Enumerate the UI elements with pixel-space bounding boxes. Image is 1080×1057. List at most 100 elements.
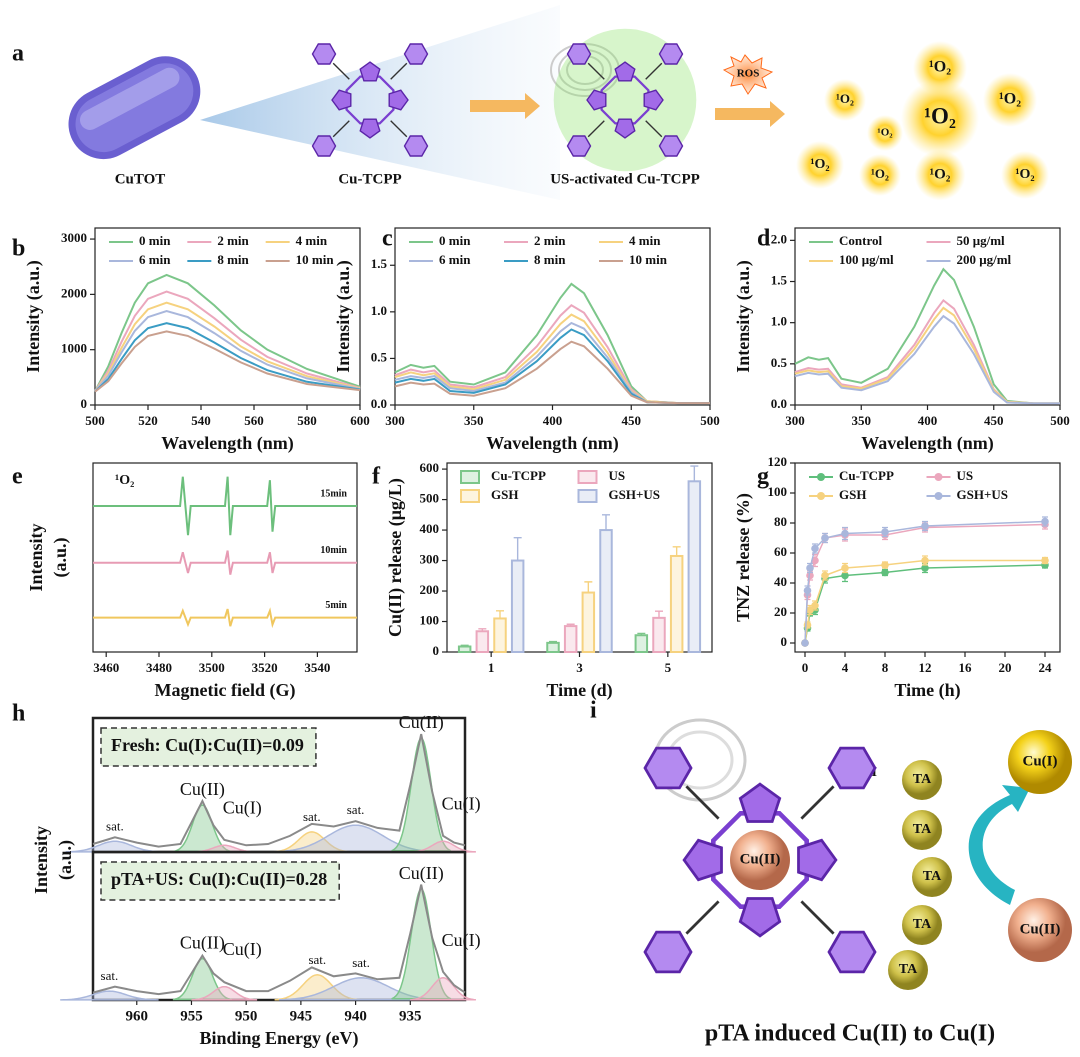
phenyl	[403, 135, 429, 157]
y-tick-label: 0.0	[771, 396, 787, 411]
panel-letter: d	[757, 226, 771, 252]
x-tick-label: 960	[126, 1008, 149, 1024]
phenyl	[566, 43, 592, 65]
legend-label: 8 min	[534, 252, 566, 267]
x-tick-label: 940	[344, 1008, 367, 1024]
x-tick-label: 500	[700, 413, 720, 428]
data-point	[921, 522, 929, 530]
y-axis-label: (a.u.)	[50, 537, 71, 577]
error-bar	[566, 623, 575, 627]
x-tick-label: 3	[576, 660, 583, 675]
x-tick-label: 955	[180, 1008, 203, 1024]
product-label: ¹O₂	[924, 103, 956, 128]
x-tick-label: 450	[984, 413, 1004, 428]
legend-label: US	[609, 468, 626, 483]
y-axis-label: Intensity (a.u.)	[333, 260, 354, 373]
error-bar	[584, 581, 593, 593]
fit-peak	[65, 840, 165, 853]
x-tick-label: 300	[385, 413, 405, 428]
x-tick-label: 5	[665, 660, 672, 675]
error-bar	[672, 546, 681, 556]
data-point	[881, 561, 889, 569]
y-tick-label: 0	[433, 643, 440, 658]
pyrrole	[388, 89, 409, 111]
legend-label: 0 min	[139, 233, 171, 248]
bond	[587, 62, 605, 80]
y-tick-label: 1.5	[771, 272, 788, 287]
legend-label: 2 min	[534, 233, 566, 248]
panel-letter: f	[372, 464, 381, 490]
bar	[581, 591, 596, 654]
product-label: ¹O₂	[810, 157, 829, 172]
plot-frame	[94, 227, 361, 406]
data-line	[93, 550, 357, 575]
panel-i: i OH HO HO Cu(I) Cu(II) pTA induced Cu(I…	[590, 698, 1072, 1047]
peak-label: sat.	[352, 955, 370, 970]
bar	[457, 645, 472, 653]
data-line	[94, 322, 361, 393]
porphyrin	[553, 28, 697, 172]
pyrrole	[738, 897, 782, 938]
legend-label: 0 min	[439, 233, 471, 248]
singlet-oxygen-glow	[983, 73, 1037, 127]
phenyl	[658, 43, 684, 65]
ta-label: TA	[923, 869, 942, 884]
chart-panel: c 0.0 0.5 1.0 1.5 300 350 400 450 500 Wavelength (…	[333, 226, 720, 455]
fit-peak	[191, 985, 258, 1001]
y-tick-label: 3000	[61, 230, 87, 245]
data-line	[804, 520, 1046, 644]
y-tick-label: 0.5	[371, 349, 388, 364]
y-tick-label: 1.5	[371, 256, 388, 271]
bar	[493, 617, 507, 653]
ultrasound-beam	[200, 5, 560, 200]
legend-label: GSH+US	[957, 487, 1008, 502]
error-bar	[602, 514, 610, 531]
data-line	[794, 314, 1060, 405]
bond	[800, 785, 835, 820]
bond	[645, 62, 663, 80]
x-axis-label: Wavelength (nm)	[861, 433, 994, 454]
legend-swatch	[577, 470, 598, 484]
x-axis-label: Wavelength (nm)	[486, 433, 619, 454]
data-point	[806, 571, 814, 580]
data-line	[794, 267, 1060, 405]
error-bar	[655, 610, 663, 618]
pyrrole	[738, 782, 782, 823]
peak-label: Cu(II)	[399, 712, 444, 733]
data-line	[394, 321, 710, 405]
y-tick-label: 0.0	[371, 396, 387, 411]
data-point	[803, 586, 812, 595]
product-label: ¹O₂	[877, 127, 893, 139]
legend-swatch	[460, 489, 480, 503]
phenyl	[566, 135, 592, 157]
phenyl	[403, 43, 429, 65]
product-label: ¹O₂	[871, 166, 889, 181]
peak-label: Cu(II)	[180, 933, 225, 954]
legend-marker	[817, 492, 825, 500]
peak-label: Cu(I)	[223, 939, 262, 960]
center-label: Cu(II)	[740, 851, 781, 867]
data-point	[821, 571, 829, 580]
legend-label: GSH+US	[609, 487, 660, 502]
phenyl	[643, 746, 693, 790]
bar	[634, 634, 649, 654]
chart-panel: f 0 100 200 300 400 500 600 Time (d) Cu(II) relea…	[372, 460, 713, 701]
chart-panel: 960 955 950 945 940 935 Binding Energy (eV) Int…	[31, 826, 480, 1049]
phenyl	[827, 930, 877, 974]
legend-label: 100 μg/ml	[839, 252, 894, 267]
cu-i-sphere	[1008, 730, 1072, 794]
y-tick-label: 200	[420, 582, 440, 597]
y-axis-label: Intensity (a.u.)	[733, 260, 754, 373]
peak-label: Cu(I)	[223, 797, 262, 818]
x-tick-label: 500	[85, 413, 105, 428]
y-tick-label: 1.0	[771, 314, 787, 329]
pyrrole	[643, 89, 664, 111]
chart-panel: b 0 1000 2000 3000 500 520 540 560 580 600 Waveleng…	[12, 227, 370, 454]
pyrrole	[682, 838, 723, 882]
annotation: pTA+US: Cu(I):Cu(II)=0.28	[111, 869, 327, 890]
data-line	[804, 523, 1046, 644]
legend-label: 10 min	[629, 252, 668, 267]
x-tick-label: 12	[919, 660, 932, 675]
